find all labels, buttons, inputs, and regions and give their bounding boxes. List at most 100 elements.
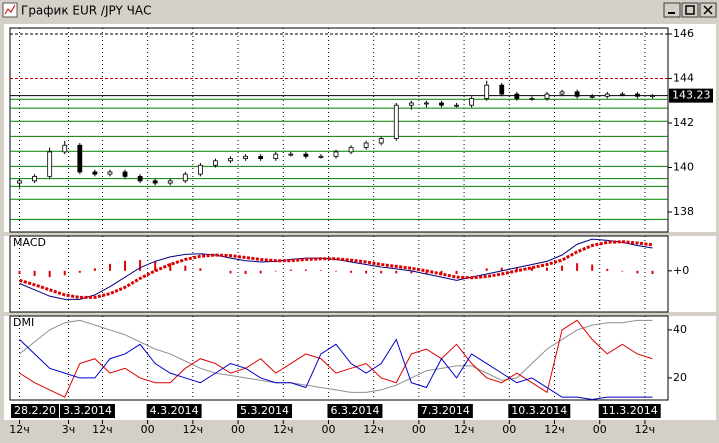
x-tick-label: 00 <box>502 423 516 436</box>
candle-body <box>152 180 158 184</box>
candle-body <box>589 95 595 98</box>
dmi-line <box>19 319 653 398</box>
candle-body <box>454 104 459 107</box>
candle-body <box>77 144 83 173</box>
candle-body <box>650 95 655 98</box>
candle-body <box>333 151 339 157</box>
x-tick-label: 12ч <box>273 423 294 436</box>
date-label-box <box>417 404 473 418</box>
last-price-label: 143.23 <box>672 89 711 102</box>
candle-body <box>182 173 188 182</box>
candle-body <box>363 142 369 148</box>
panel-separator <box>4 312 716 316</box>
candle-body <box>484 84 490 99</box>
date-label: 5.3.2014 <box>240 404 289 417</box>
y-tick-label: 40 <box>673 323 687 336</box>
close-button[interactable] <box>699 2 717 18</box>
candle-body <box>469 98 475 106</box>
panel-title: DMI <box>13 316 34 329</box>
title-bar <box>0 0 719 21</box>
x-tick-label: 3ч <box>62 423 76 436</box>
signal-line <box>19 240 653 299</box>
date-label: 11.3.2014 <box>602 404 658 417</box>
panel-border <box>9 315 669 401</box>
candle-body <box>137 175 143 182</box>
date-label-box <box>237 404 293 418</box>
date-label-box <box>508 404 571 418</box>
y-tick-label: 138 <box>673 205 694 218</box>
date-label-box <box>11 404 59 418</box>
date-label-box <box>598 404 661 418</box>
y-tick-label: +0 <box>673 264 689 277</box>
candle-body <box>424 102 429 105</box>
date-label: 3.3.2014 <box>63 404 112 417</box>
window-title: График EUR /JPY ЧАС <box>21 4 151 18</box>
candle-body <box>107 171 113 175</box>
candle-body <box>17 180 22 184</box>
x-tick-label: 12ч <box>92 423 113 436</box>
candle-body <box>122 171 128 177</box>
candle-body <box>574 91 580 97</box>
date-label: 7.3.2014 <box>421 404 470 417</box>
candle-body <box>303 153 309 157</box>
candle-body <box>92 171 98 175</box>
x-tick-label: 00 <box>593 423 607 436</box>
x-tick-label: 00 <box>321 423 335 436</box>
candle-body <box>393 104 399 139</box>
candle-body <box>273 153 279 159</box>
candle-body <box>243 155 248 159</box>
date-label: 4.3.2014 <box>150 404 199 417</box>
window-icon <box>2 2 18 18</box>
date-label-box <box>59 404 115 418</box>
date-label: 10.3.2014 <box>511 404 567 417</box>
candle-body <box>378 138 384 144</box>
candle-body <box>318 155 324 158</box>
chart-area <box>4 24 716 402</box>
candle-body <box>604 93 610 97</box>
candle-body <box>213 160 218 166</box>
candle-body <box>619 93 625 96</box>
y-tick-label: 20 <box>673 371 687 384</box>
y-tick-label: 144 <box>673 71 694 84</box>
candle-body <box>348 147 354 153</box>
candle-body <box>544 93 550 99</box>
minimize-button[interactable] <box>663 2 681 18</box>
candle-body <box>529 98 535 100</box>
panel-border <box>9 235 669 313</box>
candle-body <box>47 151 53 177</box>
date-label-box <box>146 404 202 418</box>
candle-body <box>439 102 444 106</box>
candle-body <box>559 91 565 95</box>
panel-separator <box>4 232 716 236</box>
y-tick-label: 140 <box>673 160 694 173</box>
x-tick-label: 12ч <box>454 423 475 436</box>
panel-border <box>9 27 669 233</box>
x-tick-label: 12ч <box>183 423 204 436</box>
candle-body <box>228 158 233 162</box>
candle-body <box>167 180 173 184</box>
candle-body <box>634 93 640 97</box>
maximize-button[interactable] <box>681 2 699 18</box>
x-tick-label: 12ч <box>544 423 565 436</box>
date-label-box <box>327 404 383 418</box>
candle-body <box>514 93 520 99</box>
x-tick-label: 00 <box>141 423 155 436</box>
candle-body <box>32 175 38 182</box>
dmi-line <box>19 338 653 401</box>
date-label: 6.3.2014 <box>330 404 379 417</box>
x-tick-label: 12ч <box>635 423 656 436</box>
y-tick-label: 146 <box>673 27 694 40</box>
panel-title: MACD <box>13 236 46 249</box>
candle-body <box>408 102 414 106</box>
x-tick-label: 00 <box>231 423 245 436</box>
candle-body <box>288 153 294 156</box>
window-icon-glyph <box>4 4 16 15</box>
macd-line <box>19 238 653 300</box>
last-price-box <box>669 88 713 103</box>
candle-body <box>62 144 68 153</box>
candle-body <box>197 164 203 175</box>
candle-body <box>258 155 264 159</box>
date-label: 28.2.20 <box>14 404 56 417</box>
x-tick-label: 12ч <box>9 423 30 436</box>
